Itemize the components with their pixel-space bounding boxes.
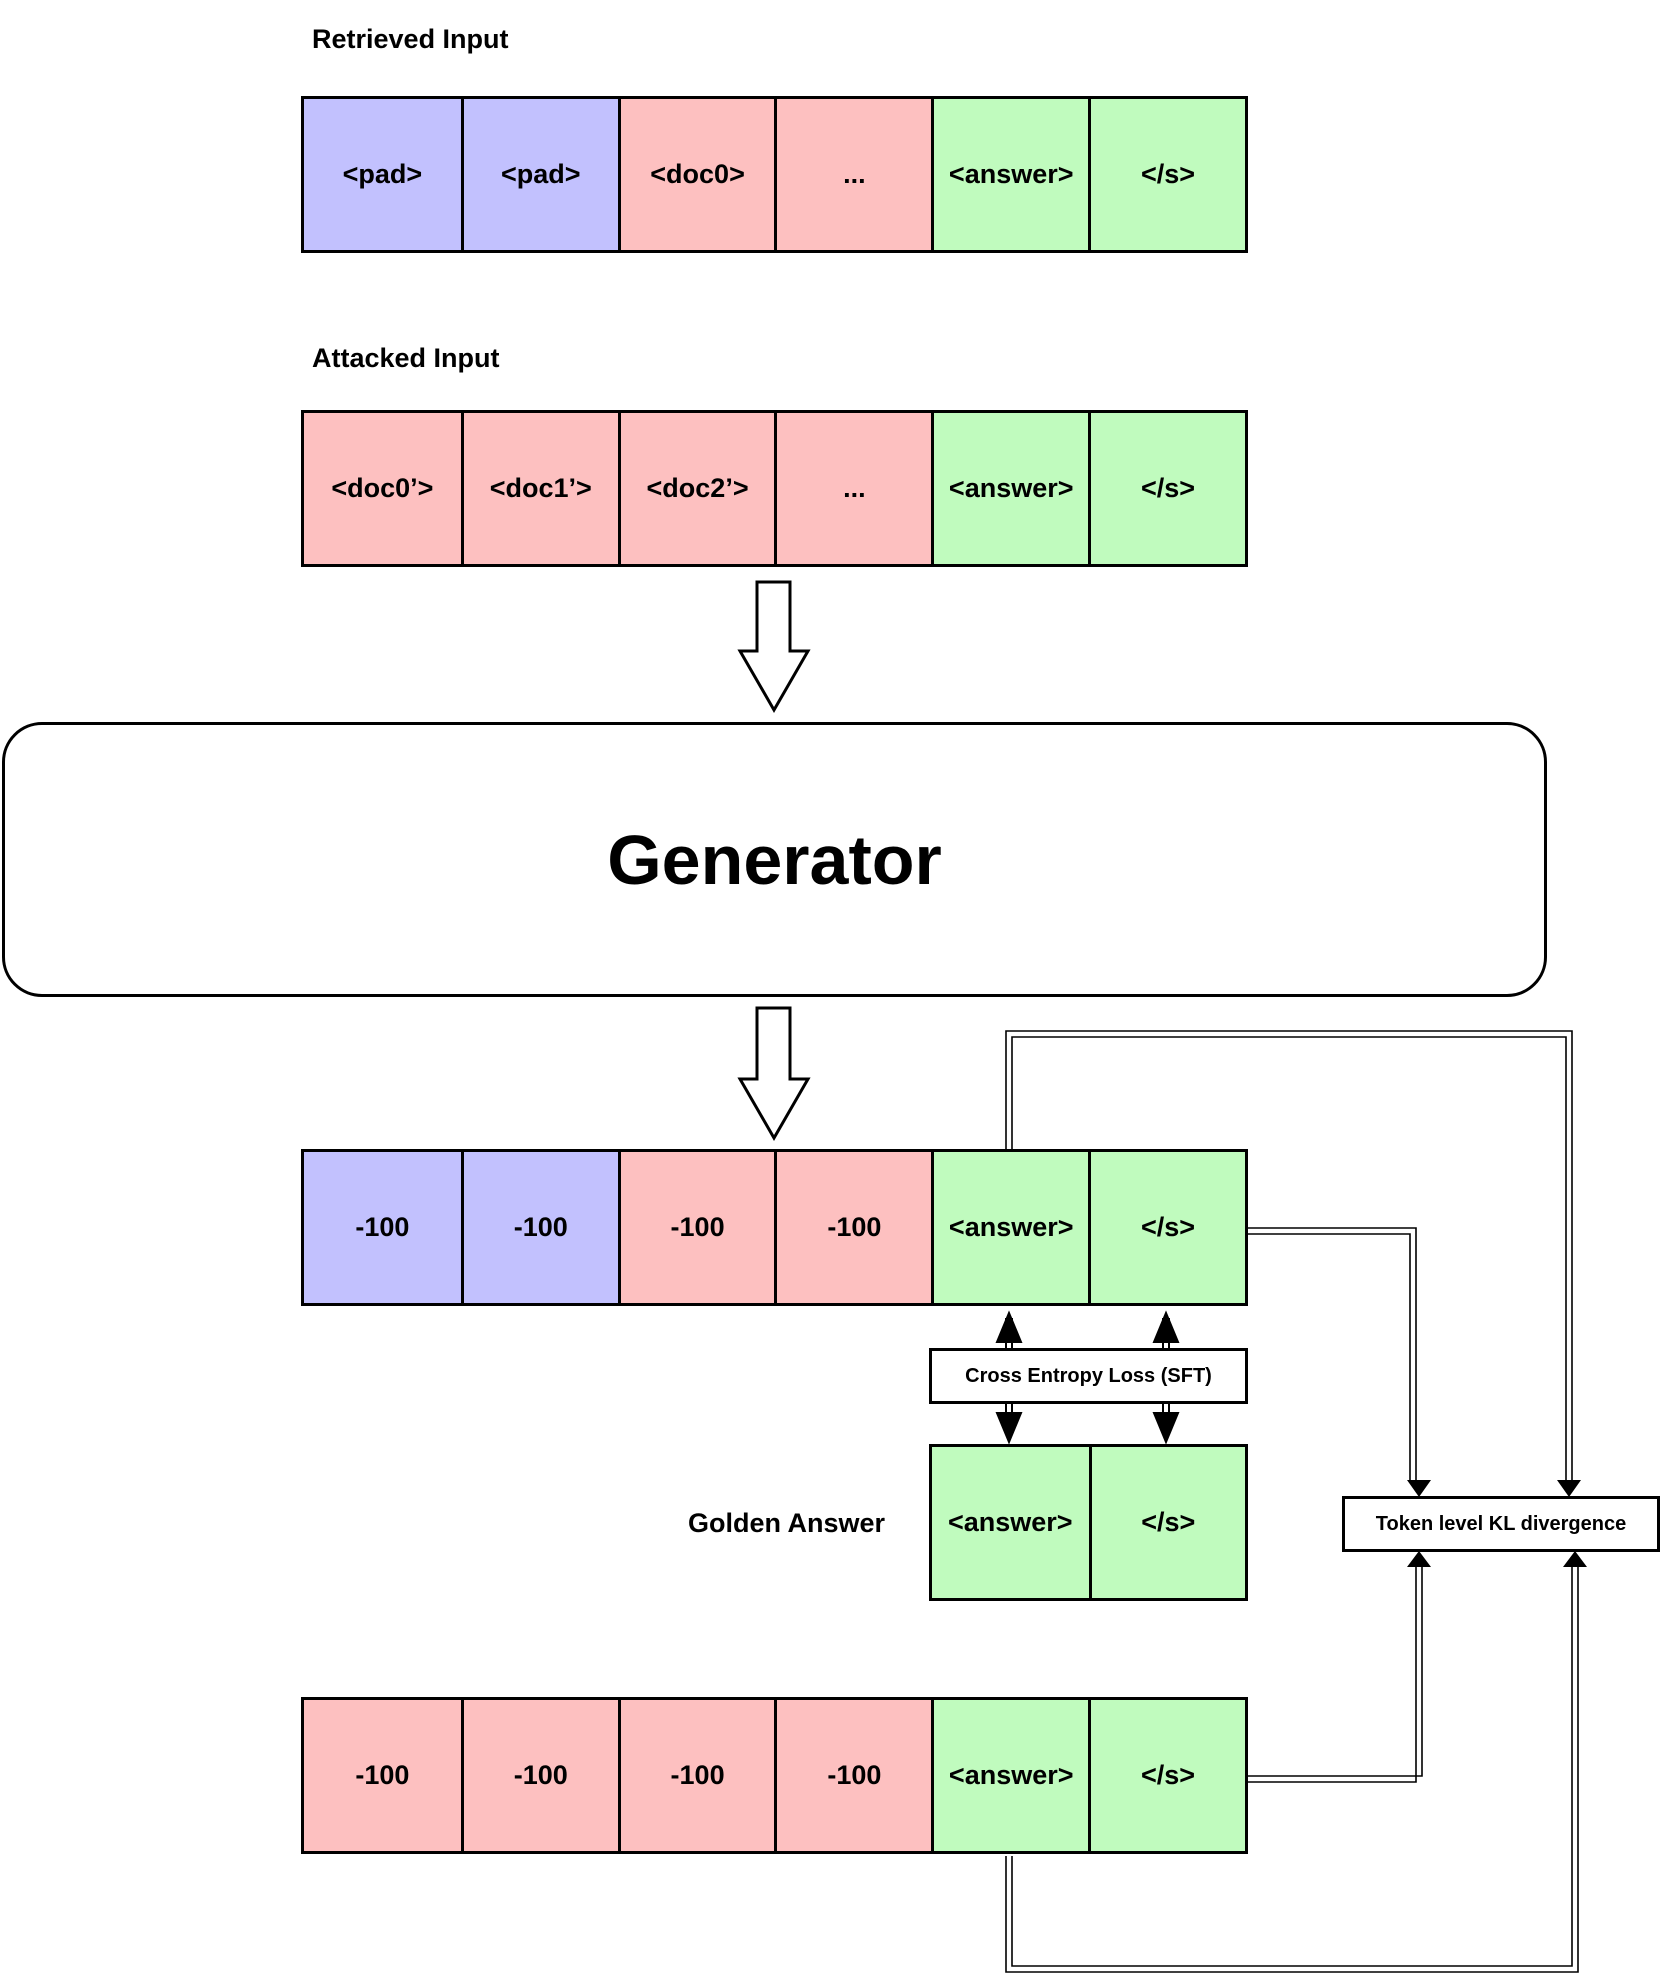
retrieved-token-0: <pad> xyxy=(304,99,461,250)
output-token-0: -100 xyxy=(304,1152,461,1303)
output-token-5: </s> xyxy=(1088,1152,1245,1303)
bottom-token-4: <answer> xyxy=(931,1700,1089,1851)
bottom-label-row: -100 -100 -100 -100 <answer> </s> xyxy=(301,1697,1248,1854)
bottom-token-0: -100 xyxy=(304,1700,461,1851)
golden-token-0: <answer> xyxy=(932,1447,1089,1598)
attacked-token-2: <doc2’> xyxy=(617,413,775,564)
retrieved-input-label: Retrieved Input xyxy=(312,24,509,54)
attacked-token-1: <doc1’> xyxy=(460,413,618,564)
generator-box: Generator xyxy=(2,722,1547,997)
output-label-row: -100 -100 -100 -100 <answer> </s> xyxy=(301,1149,1248,1306)
sft-loss-box: Cross Entropy Loss (SFT) xyxy=(929,1348,1248,1404)
golden-answer-label: Golden Answer xyxy=(688,1508,886,1538)
golden-answer-row: <answer> </s> xyxy=(929,1444,1248,1601)
output-token-3: -100 xyxy=(774,1152,932,1303)
attacked-input-row: <doc0’> <doc1’> <doc2’> ... <answer> </s… xyxy=(301,410,1248,567)
attacked-token-0: <doc0’> xyxy=(304,413,461,564)
bottom-token-5: </s> xyxy=(1088,1700,1245,1851)
attacked-token-5: </s> xyxy=(1088,413,1245,564)
retrieved-token-3: ... xyxy=(774,99,932,250)
attacked-input-label: Attacked Input xyxy=(312,343,500,373)
output-token-1: -100 xyxy=(460,1152,618,1303)
bottom-token-1: -100 xyxy=(460,1700,618,1851)
retrieved-token-5: </s> xyxy=(1088,99,1245,250)
kl-divergence-box: Token level KL divergence xyxy=(1342,1496,1660,1552)
retrieved-input-row: <pad> <pad> <doc0> ... <answer> </s> xyxy=(301,96,1248,253)
retrieved-token-4: <answer> xyxy=(931,99,1089,250)
golden-token-1: </s> xyxy=(1088,1447,1245,1598)
kl-connectors xyxy=(1005,1030,1579,1973)
attacked-token-3: ... xyxy=(774,413,932,564)
retrieved-token-2: <doc0> xyxy=(617,99,775,250)
attacked-token-4: <answer> xyxy=(931,413,1089,564)
output-token-2: -100 xyxy=(617,1152,775,1303)
kl-arrowheads xyxy=(1407,1480,1587,1567)
bottom-token-2: -100 xyxy=(617,1700,775,1851)
arrow-into-generator xyxy=(737,580,811,714)
arrow-out-of-generator xyxy=(737,1006,811,1142)
bottom-token-3: -100 xyxy=(774,1700,932,1851)
retrieved-token-1: <pad> xyxy=(460,99,618,250)
output-token-4: <answer> xyxy=(931,1152,1089,1303)
